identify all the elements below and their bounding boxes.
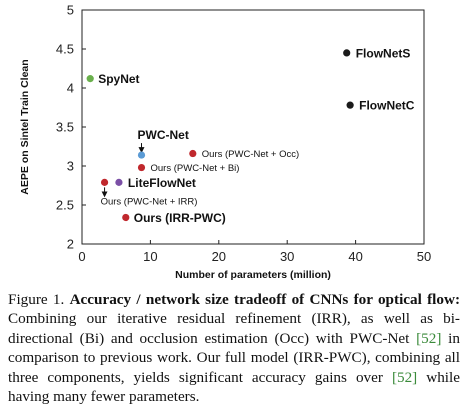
figure-label: Figure 1. — [8, 291, 65, 308]
arrows — [101, 143, 145, 198]
point-labels: FlowNetS FlowNetC SpyNet PWC-Net Ours (PWC-N… — [98, 46, 415, 225]
data-point — [137, 151, 146, 159]
caption-title: Accuracy / network size tradeoff of CNNs… — [69, 291, 460, 308]
citation-link[interactable]: [52] — [416, 329, 442, 347]
citation-link[interactable]: [52] — [391, 368, 418, 386]
y-tick-label: 2.5 — [56, 198, 74, 213]
ticks: 0 10 20 30 40 50 2 2.5 3 3.5 4 4.5 5 — [56, 3, 431, 265]
data-point — [115, 178, 123, 186]
y-tick-label: 3.5 — [56, 120, 74, 135]
data-point — [137, 163, 146, 172]
y-tick-label: 3 — [67, 159, 74, 174]
data-point — [100, 178, 109, 186]
data-point — [86, 75, 94, 83]
x-tick-label: 10 — [143, 249, 157, 264]
caption-text-1: Combining our iterative residual refinem… — [8, 310, 460, 347]
y-tick-label: 4 — [67, 81, 74, 96]
point-label: FlowNetS — [356, 46, 411, 60]
y-tick-label: 2 — [67, 237, 74, 252]
point-label: FlowNetC — [359, 99, 415, 113]
x-tick-label: 30 — [280, 249, 294, 264]
x-tick-label: 50 — [417, 249, 431, 264]
point-label: LiteFlowNet — [128, 176, 196, 190]
x-axis-label: Number of parameters (million) — [175, 269, 331, 281]
point-label: Ours (PWC-Net + IRR) — [101, 196, 198, 207]
data-point — [122, 213, 130, 222]
data-point — [346, 101, 354, 109]
plot-frame — [81, 9, 425, 245]
data-point — [343, 49, 351, 57]
x-tick-label: 0 — [78, 249, 85, 264]
point-label: Ours (PWC-Net + Occ) — [202, 149, 299, 160]
y-tick-label: 4.5 — [56, 42, 74, 57]
caption-text-2: in comparison to previous work. Our full… — [8, 329, 460, 386]
point-label: SpyNet — [98, 72, 139, 86]
data-point — [189, 149, 197, 158]
y-axis-label: AEPE on Sintel Train Clean — [19, 59, 31, 194]
figure-caption: Figure 1. Accuracy / network size tradeo… — [8, 290, 460, 406]
point-label: Ours (IRR-PWC) — [134, 211, 226, 225]
point-label: Ours (PWC-Net + Bi) — [151, 163, 240, 174]
x-tick-label: 40 — [348, 249, 362, 264]
y-tick-label: 5 — [67, 3, 74, 18]
data-points — [86, 49, 354, 222]
x-tick-label: 20 — [212, 249, 226, 264]
caption-text-3: while having many fewer parameters. — [8, 368, 460, 406]
point-label: PWC-Net — [138, 128, 189, 142]
